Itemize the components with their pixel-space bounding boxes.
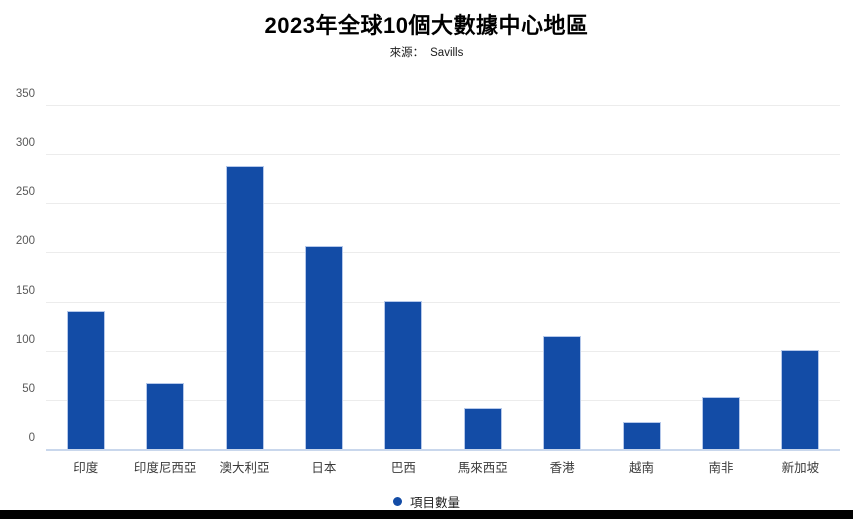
bar-slot	[125, 106, 204, 450]
bar-slot	[681, 106, 760, 450]
x-category-label: 澳大利亞	[219, 461, 270, 475]
legend-marker-icon	[392, 496, 402, 506]
x-category-label: 新加坡	[781, 461, 820, 475]
chart-title: 2023年全球10個大數據中心地區	[264, 13, 589, 38]
y-tick-label-100: 100	[15, 333, 35, 346]
gridline-50	[46, 399, 840, 401]
bar-slot	[761, 106, 840, 450]
bar-香港	[543, 336, 582, 450]
gridline-150	[46, 301, 840, 303]
x-category-label: 日本	[311, 461, 337, 475]
bars-row	[46, 106, 840, 450]
bar-slot	[522, 106, 601, 450]
bar-slot	[443, 106, 522, 450]
gridline-350	[46, 105, 840, 106]
x-axis-line	[46, 449, 840, 451]
y-axis: 0 50 100 150 200 250 300 350	[0, 88, 40, 450]
y-tick-label-300: 300	[15, 137, 35, 150]
gridline-100	[46, 350, 840, 352]
gridline-300	[46, 154, 840, 156]
bar-印度尼西亞	[146, 383, 185, 450]
bar-日本	[304, 245, 343, 450]
x-category-label: 南非	[708, 461, 734, 475]
x-category-label: 馬來西亞	[457, 461, 508, 475]
x-category-label: 印度尼西亞	[133, 461, 197, 475]
source-prefix: 來源：	[389, 47, 425, 59]
bar-澳大利亞	[225, 165, 264, 450]
bar-slot	[46, 106, 125, 450]
y-tick-label-250: 250	[15, 186, 35, 199]
x-category-label: 印度	[73, 461, 99, 475]
bar-越南	[622, 422, 661, 450]
bar-slot	[205, 106, 284, 450]
bar-南非	[701, 396, 740, 450]
y-tick-label-200: 200	[15, 235, 35, 248]
y-tick-label-50: 50	[22, 382, 35, 395]
gridline-250	[46, 203, 840, 205]
gridline-200	[46, 252, 840, 254]
bar-新加坡	[781, 349, 820, 450]
source-name: Savills	[430, 47, 464, 59]
legend: 項目數量	[0, 492, 853, 510]
bar-馬來西亞	[463, 407, 502, 450]
bar-slot	[602, 106, 681, 450]
plot-area	[46, 105, 840, 451]
bar-slot	[364, 106, 443, 450]
chart-source: 來源： Savills	[0, 44, 853, 60]
x-category-label: 巴西	[390, 461, 416, 475]
bottom-black-strip	[0, 510, 853, 519]
bar-印度	[66, 311, 105, 450]
x-axis-labels: 印度 印度尼西亞 澳大利亞 日本 巴西 馬來西亞 香港 越南 南非 新加坡	[46, 457, 840, 476]
y-tick-label-350: 350	[15, 88, 35, 100]
bar-slot	[284, 106, 363, 450]
bar-巴西	[384, 300, 423, 450]
legend-series-label: 項目數量	[409, 495, 460, 510]
x-category-label: 越南	[629, 461, 655, 475]
y-tick-label-150: 150	[15, 284, 35, 297]
x-category-label: 香港	[549, 461, 575, 475]
y-tick-label-0: 0	[28, 432, 35, 444]
